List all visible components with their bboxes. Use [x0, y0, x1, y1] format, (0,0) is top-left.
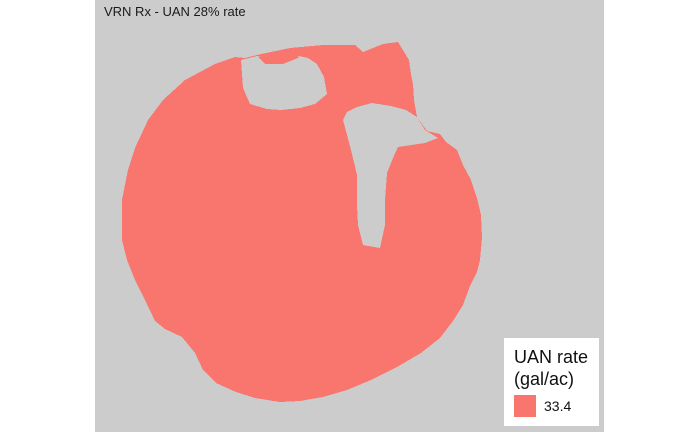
legend-swatch	[514, 395, 536, 417]
legend: UAN rate (gal/ac) 33.4	[504, 338, 599, 426]
map-panel: VRN Rx - UAN 28% rate UAN rate (gal/ac) …	[95, 0, 604, 432]
field-notch-top-right	[398, 42, 417, 74]
legend-title-line1: UAN rate	[514, 347, 589, 367]
legend-title-line2: (gal/ac)	[514, 369, 575, 389]
map-title: VRN Rx - UAN 28% rate	[104, 4, 246, 19]
field-zone-33-4	[122, 42, 482, 402]
field-zone-top-patch	[258, 48, 301, 64]
legend-label: 33.4	[544, 398, 572, 414]
legend-title: UAN rate (gal/ac)	[514, 346, 588, 390]
map-canvas	[122, 42, 482, 402]
